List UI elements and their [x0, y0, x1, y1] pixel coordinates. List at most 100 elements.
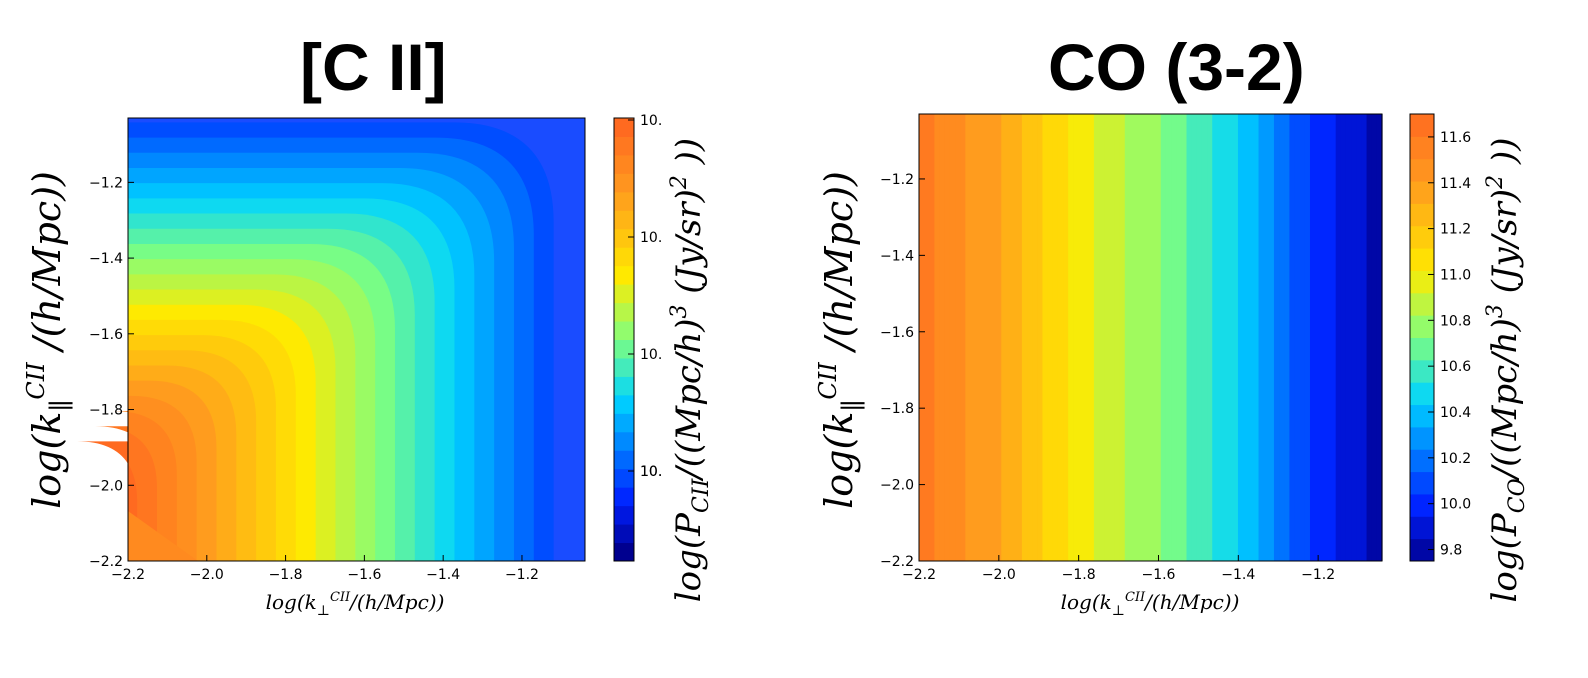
cii-xlabel: log(k⊥CII/(h/Mpc)): [266, 590, 445, 619]
co-band: [980, 114, 987, 561]
co-ytick-label: −1.8: [880, 401, 914, 417]
co-band: [1145, 114, 1152, 561]
cii-colorbar-band: [614, 357, 634, 377]
co-cbar-tick-label: 9.8: [1440, 543, 1462, 559]
co-band: [1340, 114, 1347, 561]
cii-xtick-label: −2.0: [190, 567, 224, 583]
co-band: [1253, 114, 1260, 561]
co-colorbar-band: [1410, 181, 1434, 204]
co-colorbar-band: [1410, 471, 1434, 495]
co-band: [1104, 114, 1110, 561]
cii-ytick-label: −1.4: [89, 251, 123, 267]
co-band: [1114, 114, 1121, 561]
co-band: [1361, 114, 1368, 561]
co-band: [1273, 114, 1280, 561]
co-axis-ticks: −2.2−2.2 −2.0 −2.0 −1.8 −1.8 −1.6 −1.6 −1.4 −1.4…: [880, 172, 1335, 583]
co-band: [1232, 114, 1239, 561]
cii-cbar-tick-label: 10.: [640, 464, 662, 480]
co-band: [996, 114, 1002, 561]
co-band: [1083, 114, 1090, 561]
co-band: [1376, 114, 1383, 561]
cii-colorbar-band: [614, 228, 634, 248]
co-ylabel: log(k∥CII /(h/Mpc)): [814, 171, 869, 509]
co-band: [1016, 114, 1023, 561]
cii-xtick-label: −1.6: [347, 567, 381, 583]
co-band: [1124, 114, 1131, 561]
co-band: [1351, 114, 1357, 561]
co-band: [1155, 114, 1162, 561]
panel-title-co: CO (3-2): [1048, 30, 1305, 104]
co-band: [924, 114, 930, 561]
co-cbar-tick-label: 10.6: [1440, 359, 1471, 375]
co-band: [1011, 114, 1018, 561]
co-colorbar-band: [1410, 359, 1434, 383]
co-xtick-label: −1.2: [1301, 567, 1335, 583]
co-band: [1201, 114, 1208, 561]
co-band: [1207, 114, 1213, 561]
cii-cbar-tick-label: 10.: [640, 113, 662, 129]
co-colorbar-band: [1410, 225, 1434, 249]
co-band: [1068, 114, 1074, 561]
co-colorbar-band: [1410, 203, 1434, 227]
co-band: [1294, 114, 1301, 561]
co-colorbar-band: [1410, 516, 1434, 540]
cii-xtick-label: −1.8: [269, 567, 303, 583]
co-band: [1191, 114, 1198, 561]
cii-colorbar-band: [614, 284, 634, 304]
co-band: [970, 114, 977, 561]
cii-cbar-tick-label: 10.: [640, 347, 662, 363]
co-band: [955, 114, 961, 561]
co-band: [1021, 114, 1028, 561]
co-band: [929, 114, 936, 561]
co-band: [944, 114, 951, 561]
co-band: [1330, 114, 1337, 561]
co-band: [1309, 114, 1316, 561]
co-xtick-label: −1.4: [1221, 567, 1255, 583]
co-band: [1186, 114, 1193, 561]
cii-ytick-label: −1.6: [89, 327, 123, 343]
co-band: [1052, 114, 1059, 561]
cii-ylabel: log(k∥CII /(h/Mpc)): [22, 171, 77, 509]
co-colorbar-band: [1410, 248, 1434, 271]
co-colorbar-band: [1410, 538, 1434, 562]
co-ytick-label: −2.2: [880, 554, 914, 570]
co-band: [1196, 114, 1203, 561]
co-band: [1057, 114, 1064, 561]
cii-colorbar-band: [614, 542, 634, 562]
co-band: [1356, 114, 1363, 561]
co-band: [960, 114, 966, 561]
co-band: [1335, 114, 1342, 561]
co-band: [1109, 114, 1116, 561]
co-band: [1150, 114, 1157, 561]
co-band: [991, 114, 997, 561]
co-band: [1006, 114, 1013, 561]
co-band: [1212, 114, 1218, 561]
cii-colorbar-band: [614, 210, 634, 230]
cii-colorbar-band: [614, 450, 634, 470]
cii-cbar-tick-label: 10.: [640, 464, 662, 480]
co-xtick-label: −2.0: [982, 567, 1016, 583]
co-ytick-label: −1.2: [880, 172, 914, 188]
co-band: [1042, 114, 1049, 561]
co-band: [1304, 114, 1311, 561]
cii-colorbar-band: [614, 487, 634, 507]
co-xtick-label: −2.2: [902, 567, 936, 583]
co-cbar-tick-label: 10.4: [1440, 405, 1471, 421]
co-heatmap: −2.2−2.2 −2.0 −2.0 −1.8 −1.8 −1.6 −1.6 −1.4 −1.4…: [880, 113, 1383, 583]
co-colorbar: 11.6 11.4 11.2 11.0 10.8 10.6 10.4 10.2 10.0 9.8: [1409, 113, 1471, 562]
cii-colorbar-label: log(PCII/((Mpc/h)3 (Jy/sr)2 )): [667, 138, 714, 602]
co-band: [1093, 114, 1100, 561]
cii-xtick-label: −2.2: [111, 567, 145, 583]
cii-colorbar-band: [614, 302, 634, 322]
co-cbar-tick-label: 11.6: [1440, 130, 1471, 146]
co-band: [1176, 114, 1182, 561]
co-colorbar-band: [1410, 404, 1434, 428]
co-colorbar-band: [1410, 382, 1434, 406]
co-band: [1047, 114, 1054, 561]
co-band: [1027, 114, 1033, 561]
co-colorbar-band: [1410, 337, 1434, 361]
cii-axis-ticks: −2.2−2.2 −2.0 −2.0 −1.8 −1.8 −1.6 −1.6 −1.4 −1.4…: [89, 175, 539, 583]
co-band: [1284, 114, 1290, 561]
cii-colorbar-band: [614, 505, 634, 525]
co-xlabel: log(k⊥CII/(h/Mpc)): [1061, 590, 1240, 619]
